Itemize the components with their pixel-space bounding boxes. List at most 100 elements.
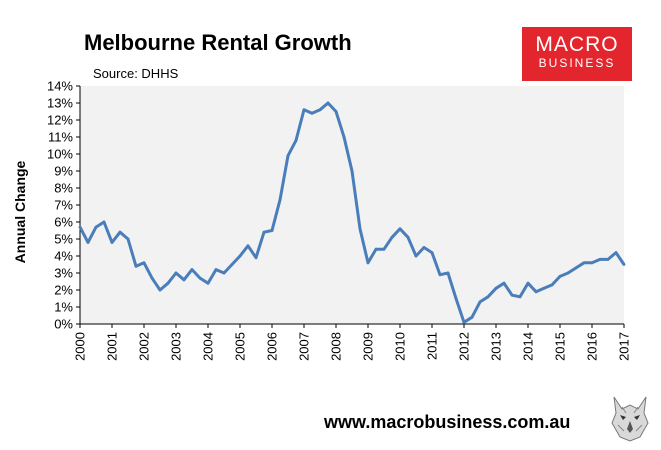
data-point	[614, 251, 618, 255]
data-point	[214, 268, 218, 271]
website-url[interactable]: www.macrobusiness.com.au	[324, 412, 571, 432]
y-tick-label: 6%	[54, 215, 73, 230]
data-point	[622, 263, 626, 266]
data-point	[358, 227, 362, 231]
data-point	[230, 263, 234, 266]
y-tick-label: 12%	[47, 113, 73, 128]
data-point	[582, 261, 586, 265]
data-point	[574, 266, 578, 270]
data-point	[262, 230, 266, 234]
data-point	[198, 276, 202, 280]
data-point	[446, 271, 450, 275]
x-tick-label: 2010	[393, 332, 408, 361]
x-tick-label: 2014	[521, 332, 536, 361]
data-point	[462, 320, 466, 324]
y-tick-label: 10%	[47, 147, 73, 162]
data-point	[246, 244, 250, 248]
data-point	[422, 246, 426, 249]
data-point	[102, 220, 106, 224]
data-point	[302, 108, 306, 112]
data-points	[78, 101, 626, 324]
data-point	[94, 225, 98, 229]
data-point	[334, 110, 338, 113]
data-point	[606, 258, 610, 261]
data-point	[238, 254, 242, 258]
x-tick-label: 2006	[265, 332, 280, 361]
data-point	[438, 273, 442, 277]
data-point	[286, 154, 290, 158]
data-point	[550, 283, 554, 287]
data-point	[454, 297, 458, 300]
data-point	[534, 290, 538, 294]
y-tick-label: 9%	[54, 164, 73, 179]
data-point	[398, 227, 402, 231]
data-point	[86, 241, 90, 244]
data-point	[166, 281, 170, 285]
data-point	[494, 286, 498, 290]
data-point	[326, 101, 330, 105]
data-point	[310, 111, 314, 115]
data-point	[518, 295, 522, 299]
data-point	[270, 229, 274, 232]
data-point	[590, 261, 594, 265]
y-tick-label: 7%	[54, 198, 73, 213]
data-point	[414, 254, 418, 258]
x-axis: 2000 2001 2002 2003 2004 2005 2006 2007 2008 2009…	[73, 324, 632, 361]
data-point	[510, 293, 514, 297]
data-point	[486, 295, 490, 299]
y-tick-label: 1%	[54, 300, 73, 315]
x-tick-label: 2009	[361, 332, 376, 361]
data-point	[598, 258, 602, 261]
data-point	[318, 108, 322, 112]
data-point	[502, 281, 506, 285]
y-axis: 0% 1% 2% 3% 4% 5% 6% 7% 8% 9% 10% 11% 12% 13% 14%	[47, 79, 80, 332]
x-tick-label: 2004	[201, 332, 216, 361]
data-point	[374, 247, 378, 251]
y-axis-label: Annual Change	[12, 160, 28, 263]
plot-area	[80, 86, 624, 324]
data-point	[110, 241, 114, 244]
data-point	[382, 247, 386, 251]
y-tick-label: 13%	[47, 96, 73, 111]
chart-source: Source: DHHS	[93, 66, 179, 81]
data-point	[126, 237, 130, 241]
macrobusiness-logo[interactable]: MACRO BUSINESS	[522, 27, 632, 81]
data-point	[478, 300, 482, 304]
x-tick-label: 2000	[73, 332, 88, 361]
x-tick-label: 2003	[169, 332, 184, 361]
y-tick-label: 5%	[54, 232, 73, 247]
data-point	[390, 235, 394, 239]
data-point	[158, 288, 162, 292]
data-point	[350, 169, 354, 173]
data-point	[278, 198, 282, 202]
data-point	[134, 264, 138, 268]
x-tick-label: 2012	[457, 332, 472, 361]
y-tick-label: 2%	[54, 283, 73, 298]
x-tick-label: 2007	[297, 332, 312, 361]
x-tick-label: 2013	[489, 332, 504, 361]
x-tick-label: 2005	[233, 332, 248, 361]
data-point	[222, 271, 226, 275]
data-point	[526, 281, 530, 285]
wolf-icon	[608, 393, 652, 443]
logo-line-1: MACRO	[535, 33, 619, 56]
data-point	[406, 235, 410, 239]
data-point	[294, 139, 298, 142]
y-tick-label: 3%	[54, 266, 73, 281]
x-tick-label: 2011	[425, 332, 440, 360]
chart-title: Melbourne Rental Growth	[84, 30, 352, 55]
y-tick-label: 0%	[54, 317, 73, 332]
y-tick-label: 11%	[48, 130, 73, 145]
y-tick-label: 8%	[54, 181, 73, 196]
y-tick-label: 4%	[54, 249, 73, 264]
x-tick-label: 2001	[105, 332, 120, 361]
data-point	[174, 271, 178, 275]
logo-line-2: BUSINESS	[538, 56, 616, 70]
data-point	[366, 261, 370, 265]
data-point	[78, 225, 82, 229]
data-point	[182, 278, 186, 282]
data-point	[206, 281, 210, 285]
data-point	[118, 230, 122, 234]
x-tick-label: 2015	[553, 332, 568, 361]
